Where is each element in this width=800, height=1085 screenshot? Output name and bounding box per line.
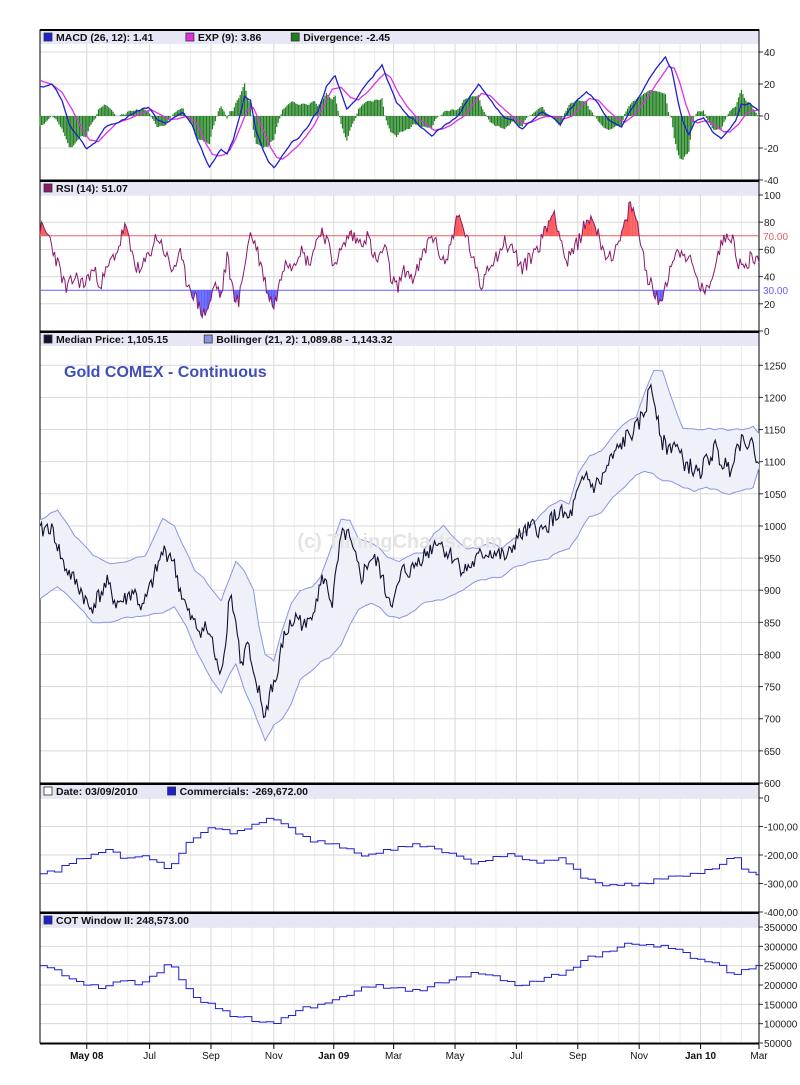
price-legend-label: Bollinger (21, 2): 1,089.88 - 1,143.32 <box>216 334 392 346</box>
cot-ytick-label: 250000 <box>764 962 798 973</box>
panel-commercials: 0 -100,00 -200,00 -300,00 -400,00 Date: 03/09… <box>40 784 798 919</box>
price-ytick-label: 1250 <box>764 361 787 372</box>
rsi-overbought-fill <box>456 216 457 236</box>
price-ytick-label: 1000 <box>764 522 787 533</box>
price-ytick-label: 700 <box>764 715 781 726</box>
price-chart-title: Gold COMEX - Continuous <box>64 364 267 381</box>
price-ytick-label: 900 <box>764 586 781 597</box>
x-tick-label: Nov <box>265 1051 283 1062</box>
macd-legend-swatch <box>44 33 52 41</box>
panel-rsi: 0 20 40 60 80 100 RSI (14): 51.07 <box>40 181 781 338</box>
watermark: (c) TimingCharts.com <box>297 531 502 553</box>
x-tick-label: Jan 09 <box>318 1051 350 1062</box>
x-tick-label: May 08 <box>70 1051 104 1062</box>
rsi-overbought-fill <box>458 215 459 236</box>
price-legend-swatch <box>204 335 212 343</box>
price-ytick-label: 750 <box>764 683 781 694</box>
price-ytick-label: 600 <box>764 779 781 790</box>
commercials-ytick-label: -100,00 <box>764 823 798 834</box>
x-tick-label: Jan 10 <box>685 1051 717 1062</box>
commercials-legend-swatch <box>44 787 52 795</box>
x-tick-label: Jul <box>510 1051 523 1062</box>
price-ytick-label: 1100 <box>764 458 786 469</box>
macd-ytick-label: 40 <box>764 48 776 59</box>
rsi-ytick-label: 100 <box>764 191 781 202</box>
cot-ytick-label: 200000 <box>764 981 798 992</box>
commercials-legend-swatch <box>168 787 176 795</box>
rsi-ref-label-70: 70.00 <box>763 232 788 243</box>
cot-legend-swatch <box>44 916 52 924</box>
panel-cot: 50000 100000 150000 200000 250000 300000 35000… <box>40 913 798 1050</box>
macd-ytick-label: 20 <box>764 80 776 91</box>
rsi-overbought-fill <box>551 214 552 235</box>
rsi-ref-label-30: 30.00 <box>763 286 788 297</box>
commercials-ytick-label: -200,00 <box>764 851 798 862</box>
macd-legend-label: Divergence: -2.45 <box>303 32 390 44</box>
x-tick-label: Mar <box>750 1051 768 1062</box>
rsi-ytick-label: 20 <box>764 300 776 311</box>
x-tick-label: May <box>446 1051 465 1062</box>
x-tick-label: Nov <box>630 1051 648 1062</box>
rsi-overbought-fill <box>626 220 627 236</box>
cot-ytick-label: 150000 <box>764 1000 798 1011</box>
rsi-overbought-fill <box>629 202 630 236</box>
x-tick-label: Sep <box>202 1051 220 1062</box>
macd-ytick-label: -40 <box>764 176 779 187</box>
rsi-overbought-fill <box>625 220 626 236</box>
commercials-legend-bar <box>40 784 759 798</box>
commercials-legend-label: Commercials: -269,672.00 <box>180 786 309 798</box>
price-ytick-label: 800 <box>764 650 781 661</box>
rsi-legend-label: RSI (14): 51.07 <box>56 183 128 195</box>
cot-ytick-label: 50000 <box>764 1039 792 1050</box>
x-tick-label: Mar <box>385 1051 403 1062</box>
cot-ytick-label: 300000 <box>764 942 798 953</box>
cot-legend-label: COT Window II: 248,573.00 <box>56 915 189 927</box>
commercials-ytick-label: 0 <box>764 794 770 805</box>
price-legend-label: Median Price: 1,105.15 <box>56 334 168 346</box>
macd-ytick-label: -20 <box>764 144 779 155</box>
cot-ytick-label: 350000 <box>764 923 798 934</box>
price-ytick-label: 650 <box>764 747 781 758</box>
x-tick-label: Sep <box>569 1051 587 1062</box>
rsi-overbought-fill <box>587 220 588 236</box>
rsi-legend-swatch <box>44 184 52 192</box>
macd-legend-swatch <box>186 33 194 41</box>
commercials-legend-label: Date: 03/09/2010 <box>56 786 138 798</box>
price-ytick-label: 1150 <box>764 426 786 437</box>
rsi-ytick-label: 40 <box>764 273 776 284</box>
cot-ytick-label: 100000 <box>764 1020 798 1031</box>
macd-legend-label: MACD (26, 12): 1.41 <box>56 32 154 44</box>
price-ytick-label: 1050 <box>764 490 787 501</box>
commercials-ytick-label: -300,00 <box>764 880 798 891</box>
rsi-ytick-label: 80 <box>764 218 776 229</box>
macd-legend-label: EXP (9): 3.86 <box>198 32 262 44</box>
price-ytick-label: 1200 <box>764 393 787 404</box>
rsi-legend-bar <box>40 181 759 195</box>
rsi-oversold-fill <box>207 290 208 310</box>
price-ytick-label: 950 <box>764 554 781 565</box>
x-tick-label: Jul <box>143 1051 156 1062</box>
rsi-overbought-fill <box>632 208 633 236</box>
macd-legend-swatch <box>291 33 299 41</box>
price-ytick-label: 850 <box>764 618 781 629</box>
rsi-plot-area <box>40 181 759 331</box>
rsi-ytick-label: 60 <box>764 245 776 256</box>
rsi-ytick-label: 0 <box>764 327 770 338</box>
price-legend-swatch <box>44 335 52 343</box>
commercials-ytick-label: -400,00 <box>764 908 798 919</box>
macd-ytick-label: 0 <box>764 112 770 123</box>
commercials-plot-area <box>40 784 759 912</box>
